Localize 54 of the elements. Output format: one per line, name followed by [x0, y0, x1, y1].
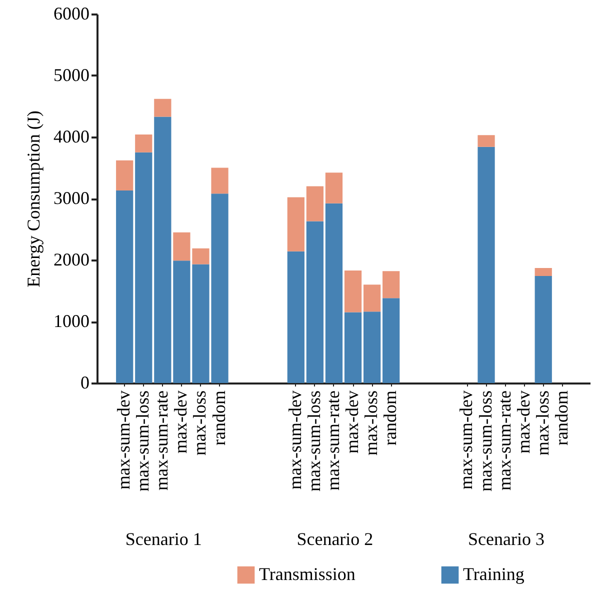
legend-label: Training	[463, 564, 524, 584]
x-tick-label: random	[208, 390, 229, 446]
x-tick-label: random	[380, 390, 400, 446]
bar	[478, 146, 495, 383]
bar	[287, 197, 304, 252]
x-tick-label: max-dev	[170, 390, 191, 454]
x-tick-label: max-sum-rate	[322, 390, 343, 490]
bar	[382, 271, 400, 298]
x-tick-label: max-sum-dev	[456, 390, 476, 490]
text: Scenario 2	[296, 529, 374, 549]
bar	[344, 270, 362, 312]
y-tick-label: 1000	[54, 311, 90, 331]
bar	[154, 116, 172, 383]
bar	[478, 135, 495, 147]
legend-label: Transmission	[259, 564, 356, 584]
y-tick-label: 4000	[54, 126, 90, 146]
bar	[325, 172, 343, 204]
bar	[306, 221, 324, 383]
bar	[344, 312, 362, 383]
x-tick-label: max-dev	[342, 390, 362, 454]
bar	[116, 160, 134, 191]
bar	[154, 98, 172, 117]
bar	[325, 203, 343, 383]
bar	[287, 251, 304, 383]
y-tick-label: 3000	[54, 188, 90, 208]
x-tick-label: max-sum-dev	[114, 390, 134, 490]
y-tick-label: 2000	[54, 250, 90, 270]
x-tick-label: max-sum-rate	[152, 390, 172, 490]
bar	[363, 284, 381, 312]
y-tick-label: 5000	[54, 65, 90, 85]
bar	[211, 168, 228, 194]
text: Scenario 3	[468, 529, 544, 549]
x-tick-label: max-sum-loss	[304, 390, 324, 492]
y-axis-title: Energy Consumption (J)	[24, 110, 44, 288]
x-tick-label: max-dev	[513, 390, 534, 454]
bar	[534, 276, 552, 383]
x-tick-label: max-sum-loss	[132, 390, 153, 492]
x-tick-label: max-loss	[190, 390, 210, 456]
bar	[363, 312, 381, 383]
x-tick-label: max-sum-rate	[494, 390, 514, 490]
y-tick-label: 0	[80, 372, 90, 392]
x-tick-label: max-sum-dev	[284, 390, 305, 490]
bar	[306, 186, 324, 222]
bar	[534, 268, 552, 276]
x-tick-label: max-sum-loss	[475, 390, 496, 492]
x-tick-label: random	[551, 390, 572, 446]
bar	[135, 134, 152, 152]
y-tick-label: 6000	[54, 4, 90, 24]
x-tick-label: max-loss	[361, 390, 382, 456]
x-tick-label: max-loss	[532, 390, 552, 456]
text: Scenario 1	[125, 529, 202, 549]
bar	[382, 298, 400, 383]
bar	[135, 152, 152, 383]
bar	[116, 190, 134, 383]
